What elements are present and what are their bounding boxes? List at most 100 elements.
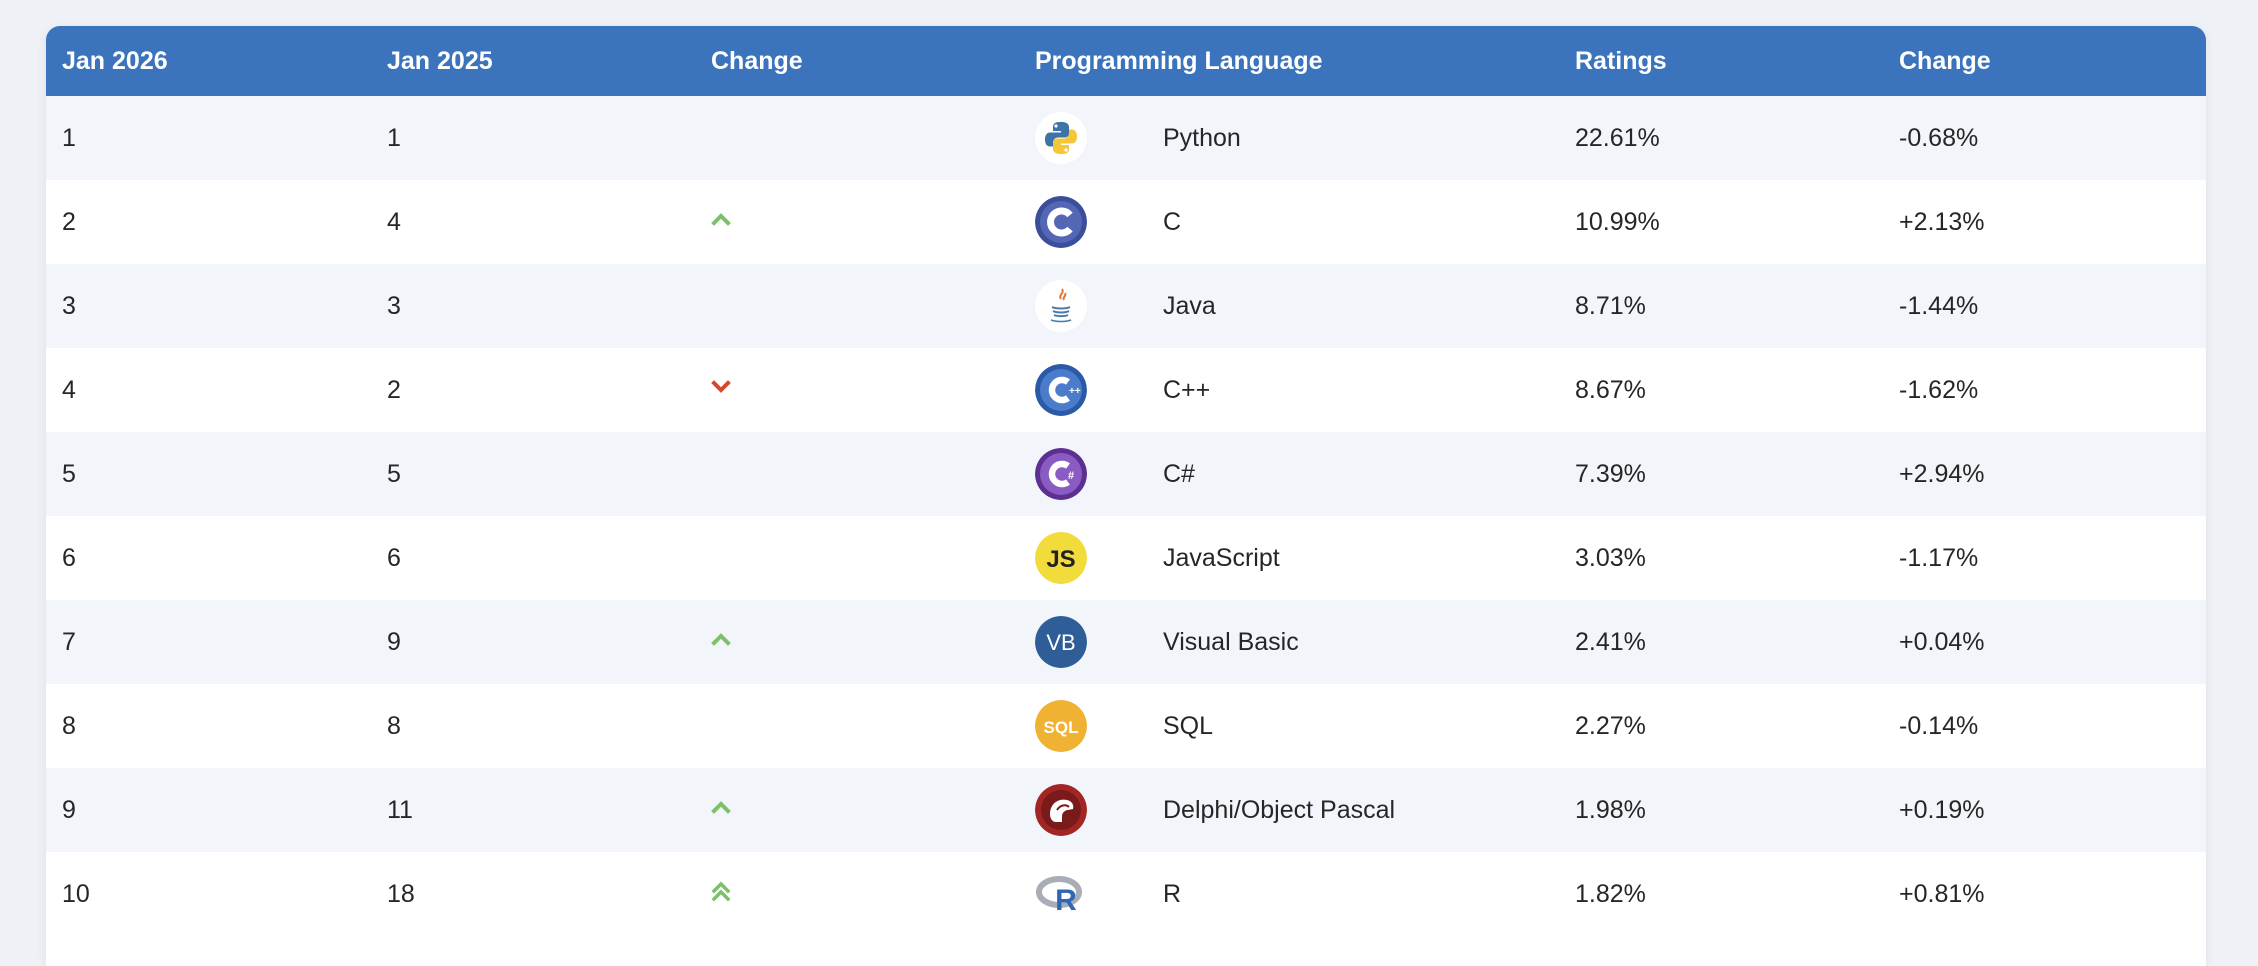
rating-change-cell: +0.81%	[1899, 879, 1985, 908]
language-name[interactable]: C#	[1163, 459, 1195, 488]
cpp-logo-icon: ++	[1035, 364, 1087, 416]
language-cell: R R	[1019, 852, 1559, 936]
java-logo-icon	[1035, 280, 1087, 332]
sql-logo-icon: SQL	[1035, 700, 1087, 752]
svg-text:++: ++	[1069, 386, 1081, 397]
rating-cell: 22.61%	[1575, 123, 1660, 152]
table-row: 9 11 Delphi/Object Pascal 1.98% +0.19%	[46, 768, 2206, 852]
table-row: 4 2 ++ C++ 8.67% -1.62%	[46, 348, 2206, 432]
svg-text:VB: VB	[1046, 630, 1075, 655]
previous-rank-cell: 8	[387, 711, 401, 740]
language-name[interactable]: SQL	[1163, 711, 1214, 740]
table-header: Jan 2026 Jan 2025 Change Programming Lan…	[46, 26, 2206, 96]
previous-rank-cell: 2	[387, 375, 401, 404]
c-logo-icon	[1035, 196, 1087, 248]
rank-change-cell	[695, 180, 1019, 264]
previous-rank-cell: 9	[387, 627, 401, 656]
rating-change-cell: -1.17%	[1899, 543, 1979, 572]
rating-cell: 7.39%	[1575, 459, 1646, 488]
svg-text:JS: JS	[1046, 546, 1075, 573]
current-rank-cell: 2	[62, 207, 76, 236]
rank-change-cell	[695, 852, 1019, 936]
current-rank-cell: 10	[62, 879, 90, 908]
table-row: 5 5 # C# 7.39% +2.94%	[46, 432, 2206, 516]
rating-change-cell: +2.94%	[1899, 459, 1985, 488]
rating-cell: 1.98%	[1575, 795, 1646, 824]
rating-change-cell: +2.13%	[1899, 207, 1985, 236]
header-ratings[interactable]: Ratings	[1575, 46, 1667, 75]
previous-rank-cell: 6	[387, 543, 401, 572]
rating-change-cell: +0.04%	[1899, 627, 1985, 656]
current-rank-cell: 9	[62, 795, 76, 824]
visual-basic-logo-icon: VB	[1035, 616, 1087, 668]
table-row: 8 8 SQL SQL 2.27% -0.14%	[46, 684, 2206, 768]
svg-text:R: R	[1055, 884, 1077, 917]
table-row: 10 18 R R 1.82% +0.81%	[46, 852, 2206, 936]
rating-cell: 8.71%	[1575, 291, 1646, 320]
javascript-logo-icon: JS	[1035, 532, 1087, 584]
language-name[interactable]: C	[1163, 207, 1182, 236]
csharp-logo-icon: #	[1035, 448, 1087, 500]
language-name[interactable]: Delphi/Object Pascal	[1163, 795, 1396, 824]
language-name[interactable]: Visual Basic	[1163, 627, 1299, 656]
rating-change-cell: -0.14%	[1899, 711, 1979, 740]
table-row: 3 3 Java 8.71% -1.44%	[46, 264, 2206, 348]
double-arrow-up-icon	[711, 881, 731, 901]
rating-cell: 2.27%	[1575, 711, 1646, 740]
previous-rank-cell: 11	[387, 795, 413, 824]
r-logo-icon: R	[1035, 868, 1087, 920]
previous-rank-cell: 4	[387, 207, 401, 236]
rank-change-cell	[695, 96, 1019, 180]
language-cell: JS JavaScript	[1019, 516, 1559, 600]
rating-cell: 3.03%	[1575, 543, 1646, 572]
arrow-up-icon	[711, 800, 731, 814]
rank-change-cell	[695, 348, 1019, 432]
header-language[interactable]: Programming Language	[1035, 46, 1323, 75]
rank-change-cell	[695, 264, 1019, 348]
language-name[interactable]: Java	[1163, 291, 1216, 320]
language-name[interactable]: R	[1163, 879, 1182, 908]
rating-cell: 2.41%	[1575, 627, 1646, 656]
language-cell: Java	[1019, 264, 1559, 348]
language-cell: SQL SQL	[1019, 684, 1559, 768]
header-rank-change[interactable]: Change	[711, 46, 803, 75]
arrow-down-icon	[711, 379, 731, 393]
header-rating-change[interactable]: Change	[1899, 46, 1991, 75]
rank-change-cell	[695, 768, 1019, 852]
table-row: 6 6 JS JavaScript 3.03% -1.17%	[46, 516, 2206, 600]
previous-rank-cell: 5	[387, 459, 401, 488]
language-name[interactable]: C++	[1163, 375, 1211, 404]
header-row: Jan 2026 Jan 2025 Change Programming Lan…	[46, 26, 2206, 96]
previous-rank-cell: 18	[387, 879, 415, 908]
table-body: 1 1 Python 22.61% -0.68% 2 4 C 10.99% +2…	[46, 96, 2206, 936]
rating-cell: 1.82%	[1575, 879, 1646, 908]
svg-text:#: #	[1068, 470, 1074, 482]
arrow-up-icon	[711, 632, 731, 646]
language-name[interactable]: JavaScript	[1163, 543, 1280, 572]
arrow-up-icon	[711, 212, 731, 226]
header-current-rank[interactable]: Jan 2026	[62, 46, 168, 75]
rating-cell: 8.67%	[1575, 375, 1646, 404]
table-row: 1 1 Python 22.61% -0.68%	[46, 96, 2206, 180]
ranking-table-card: Jan 2026 Jan 2025 Change Programming Lan…	[46, 26, 2206, 966]
table-row: 7 9 VB Visual Basic 2.41% +0.04%	[46, 600, 2206, 684]
language-cell: ++ C++	[1019, 348, 1559, 432]
rank-change-cell	[695, 600, 1019, 684]
previous-rank-cell: 1	[387, 123, 401, 152]
rank-change-cell	[695, 432, 1019, 516]
language-cell: # C#	[1019, 432, 1559, 516]
language-cell: VB Visual Basic	[1019, 600, 1559, 684]
rating-change-cell: +0.19%	[1899, 795, 1985, 824]
svg-text:SQL: SQL	[1044, 718, 1079, 737]
language-name[interactable]: Python	[1163, 123, 1241, 152]
header-previous-rank[interactable]: Jan 2025	[387, 46, 493, 75]
current-rank-cell: 4	[62, 375, 76, 404]
language-cell: C	[1019, 180, 1559, 264]
python-logo-icon	[1035, 112, 1087, 164]
current-rank-cell: 6	[62, 543, 76, 572]
delphi-logo-icon	[1035, 784, 1087, 836]
previous-rank-cell: 3	[387, 291, 401, 320]
rating-cell: 10.99%	[1575, 207, 1660, 236]
table-row: 2 4 C 10.99% +2.13%	[46, 180, 2206, 264]
language-cell: Python	[1019, 96, 1559, 180]
